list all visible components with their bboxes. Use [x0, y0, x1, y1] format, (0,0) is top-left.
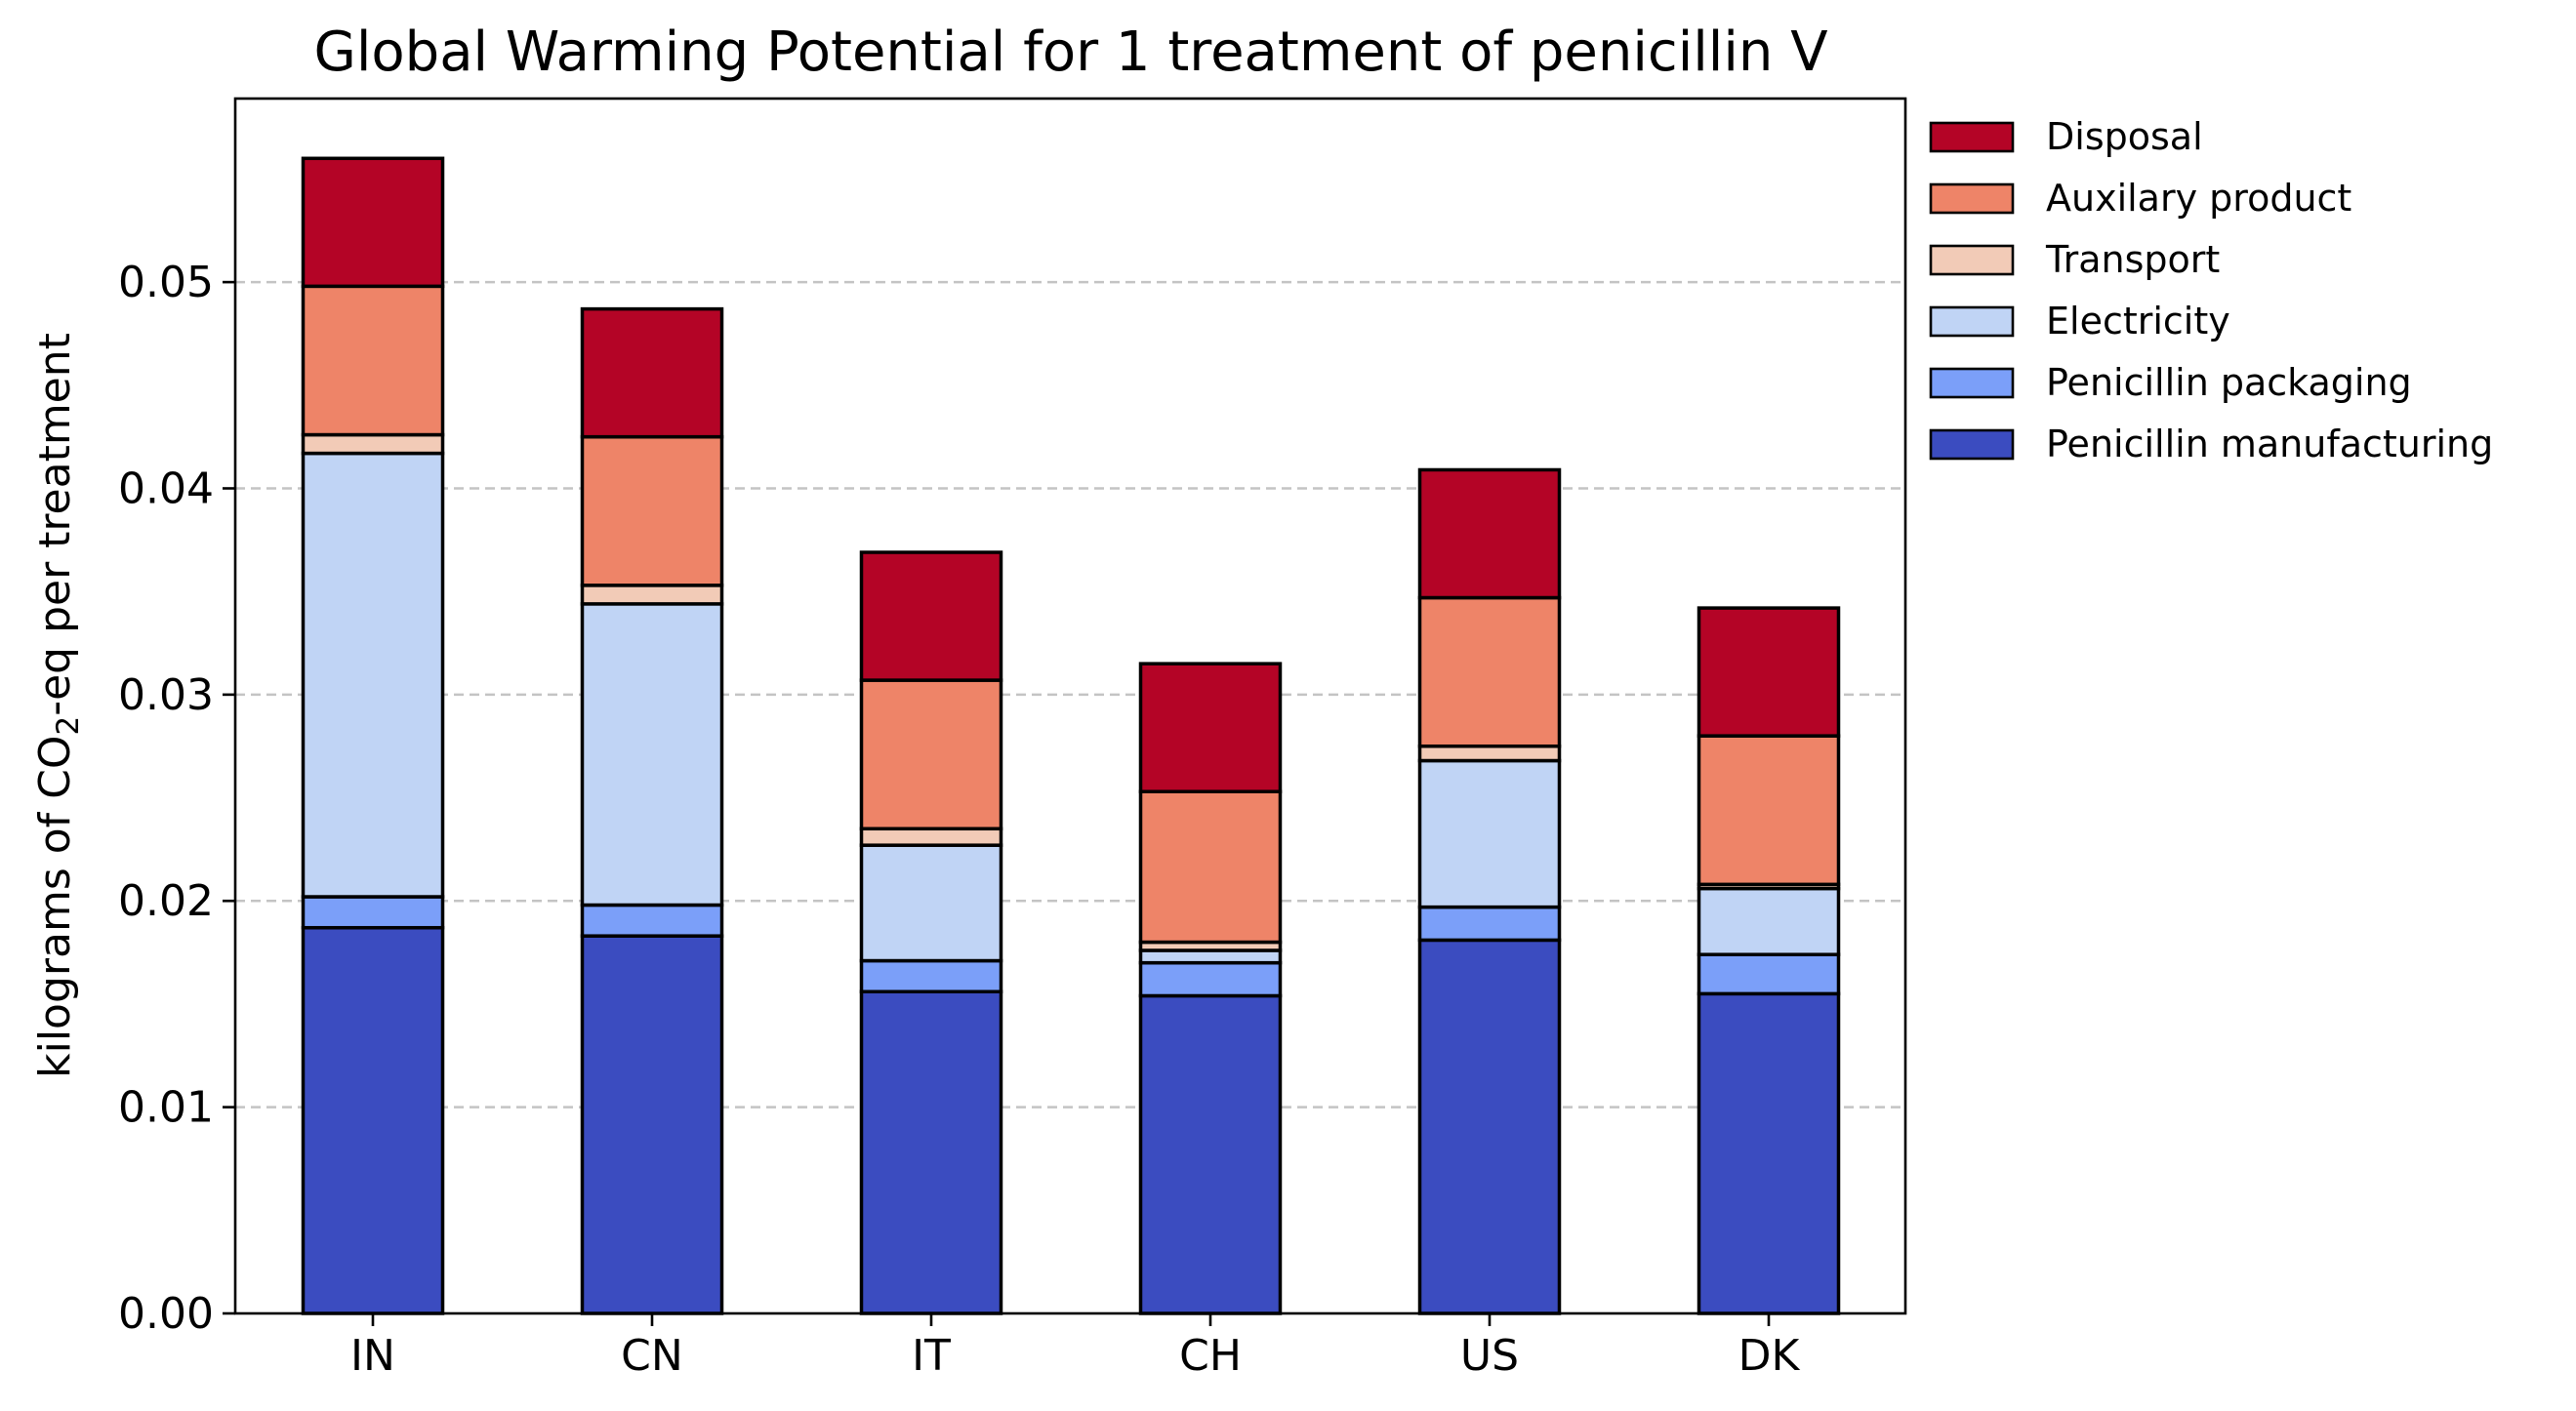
bar-segment-electricity — [859, 843, 1003, 963]
y-tick-label: 0.01 — [118, 1083, 214, 1133]
legend-swatch — [1929, 182, 2015, 215]
bar-segment-disposal — [859, 550, 1003, 682]
bar-segment-disposal — [1697, 606, 1841, 738]
legend-label: Transport — [2045, 238, 2220, 281]
legend-swatch — [1929, 305, 2015, 338]
x-tick-label: US — [1460, 1331, 1519, 1381]
bar-stack-cn — [580, 306, 724, 1315]
bar-segment-penicillin-packaging — [1138, 960, 1283, 998]
legend-item: Disposal — [1929, 115, 2203, 158]
bar-segment-transport — [580, 584, 724, 606]
bar-segment-penicillin-manufacturing — [580, 934, 724, 1315]
y-tick-label: 0.00 — [118, 1289, 214, 1339]
legend-item: Auxilary product — [1929, 177, 2351, 220]
legend-label: Electricity — [2046, 300, 2230, 343]
bar-segment-electricity — [1417, 758, 1562, 909]
legend-item: Electricity — [1929, 300, 2230, 343]
bar-segment-transport — [1417, 744, 1562, 763]
y-axis-label-main: kilograms of CO — [30, 736, 80, 1078]
bar-segment-electricity — [580, 602, 724, 907]
bar-segment-disposal — [1417, 467, 1562, 600]
y-axis-label-rest: -eq per treatment — [30, 333, 80, 716]
bars — [301, 156, 1841, 1315]
bar-segment-auxilary-product — [1697, 734, 1841, 887]
bar-segment-penicillin-packaging — [1417, 905, 1562, 943]
bar-segment-auxilary-product — [301, 284, 445, 437]
bar-segment-disposal — [301, 156, 445, 289]
bar-segment-penicillin-packaging — [1697, 952, 1841, 996]
y-tick-label: 0.05 — [118, 258, 214, 307]
bar-segment-electricity — [301, 451, 445, 899]
bar-segment-auxilary-product — [859, 678, 1003, 831]
bar-stack-ch — [1138, 662, 1283, 1315]
bar-segment-penicillin-manufacturing — [1138, 993, 1283, 1315]
legend-swatch — [1929, 244, 2015, 276]
chart-title: Global Warming Potential for 1 treatment… — [313, 20, 1827, 84]
x-axis: IN CN IT CH US DK — [350, 1313, 1801, 1381]
x-tick-label: IN — [350, 1331, 395, 1381]
x-tick-label: CN — [621, 1331, 683, 1381]
bar-stack-dk — [1697, 606, 1841, 1315]
bar-stack-it — [859, 550, 1003, 1315]
bar-stack-in — [301, 156, 445, 1315]
legend-label: Penicillin packaging — [2046, 361, 2412, 404]
legend-swatch — [1929, 367, 2015, 399]
legend: Disposal Auxilary product Transport Electri… — [1929, 115, 2493, 465]
bar-segment-transport — [301, 432, 445, 456]
bar-segment-penicillin-packaging — [580, 903, 724, 938]
bar-segment-transport — [859, 826, 1003, 847]
bar-segment-auxilary-product — [1138, 789, 1283, 945]
bar-segment-penicillin-packaging — [301, 895, 445, 930]
plot-frame — [233, 97, 1907, 1315]
bar-segment-penicillin-packaging — [859, 958, 1003, 994]
legend-label: Auxilary product — [2046, 177, 2351, 220]
bar-segment-penicillin-manufacturing — [1697, 991, 1841, 1315]
bar-segment-auxilary-product — [580, 434, 724, 587]
bar-segment-disposal — [1138, 662, 1283, 793]
y-tick-label: 0.04 — [118, 464, 214, 513]
legend-label: Disposal — [2046, 115, 2203, 158]
gridlines — [235, 280, 1905, 1109]
bar-segment-electricity — [1697, 886, 1841, 956]
legend-swatch — [1929, 121, 2015, 153]
legend-item: Penicillin packaging — [1929, 361, 2412, 404]
y-axis-label: kilograms of CO2-eq per treatment — [30, 333, 86, 1078]
bar-segment-disposal — [580, 306, 724, 439]
y-tick-label: 0.03 — [118, 670, 214, 720]
bar-segment-electricity — [1138, 948, 1283, 965]
bar-segment-penicillin-manufacturing — [1417, 938, 1562, 1315]
legend-item: Transport — [1929, 238, 2220, 281]
bar-segment-auxilary-product — [1417, 595, 1562, 748]
y-axis: 0.00 0.01 0.02 0.03 0.04 0.05 — [118, 258, 235, 1339]
x-tick-label: DK — [1738, 1331, 1801, 1381]
x-tick-label: CH — [1179, 1331, 1242, 1381]
legend-swatch — [1929, 428, 2015, 461]
legend-label: Penicillin manufacturing — [2046, 423, 2493, 465]
bar-stack-us — [1417, 467, 1562, 1315]
y-tick-label: 0.02 — [118, 876, 214, 926]
y-axis-label-subscript: 2 — [51, 716, 86, 736]
legend-item: Penicillin manufacturing — [1929, 423, 2493, 465]
x-tick-label: IT — [912, 1331, 951, 1381]
bar-segment-penicillin-manufacturing — [301, 925, 445, 1315]
bar-segment-penicillin-manufacturing — [859, 989, 1003, 1315]
